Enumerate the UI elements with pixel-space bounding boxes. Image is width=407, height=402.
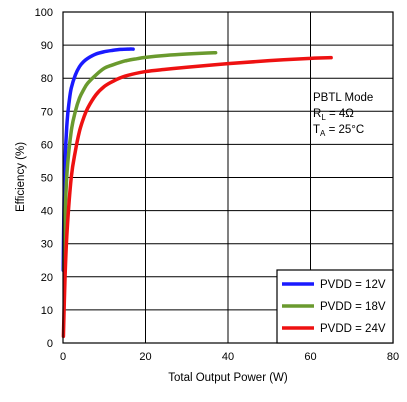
y-tick-label: 90	[41, 40, 53, 52]
series-line-24v	[61, 55, 333, 339]
legend: PVDD = 12V PVDD = 18V PVDD = 24V	[276, 269, 394, 344]
y-tick-label: 50	[41, 173, 53, 185]
x-tick-label: 80	[387, 351, 399, 363]
y-tick-label: 70	[41, 106, 53, 118]
legend-label-12v: PVDD = 12V	[320, 279, 386, 291]
annotation-mode: PBTL Mode	[313, 92, 373, 104]
conditions-annotation: PBTL Mode RL = 4Ω TA = 25°C	[313, 92, 373, 138]
y-tick-label: 20	[41, 272, 53, 284]
y-tick-label: 40	[41, 206, 53, 218]
tick-labels: 0 20 40 60 80 0 10 20 30 40 50 60 70 80 90 100	[35, 7, 399, 363]
legend-label-18v: PVDD = 18V	[320, 301, 386, 313]
series-lines	[61, 47, 333, 339]
annotation-load: RL = 4Ω	[313, 108, 354, 122]
series-line-18v	[62, 50, 218, 272]
y-axis-title: Efficiency (%)	[15, 142, 27, 212]
y-tick-label: 100	[35, 7, 53, 19]
x-tick-label: 0	[60, 351, 66, 363]
y-tick-label: 80	[41, 73, 53, 85]
legend-label-24v: PVDD = 24V	[320, 323, 386, 335]
series-line-12v	[61, 47, 135, 272]
plot-frame	[62, 11, 394, 344]
y-tick-label: 60	[41, 139, 53, 151]
x-axis-title: Total Output Power (W)	[168, 372, 288, 384]
y-tick-label: 0	[47, 338, 53, 350]
x-tick-label: 60	[304, 351, 316, 363]
grid-lines	[63, 12, 393, 343]
y-tick-label: 30	[41, 239, 53, 251]
x-tick-label: 20	[139, 351, 151, 363]
annotation-temperature: TA = 25°C	[313, 124, 364, 138]
x-tick-label: 40	[222, 351, 234, 363]
y-tick-label: 10	[41, 305, 53, 317]
